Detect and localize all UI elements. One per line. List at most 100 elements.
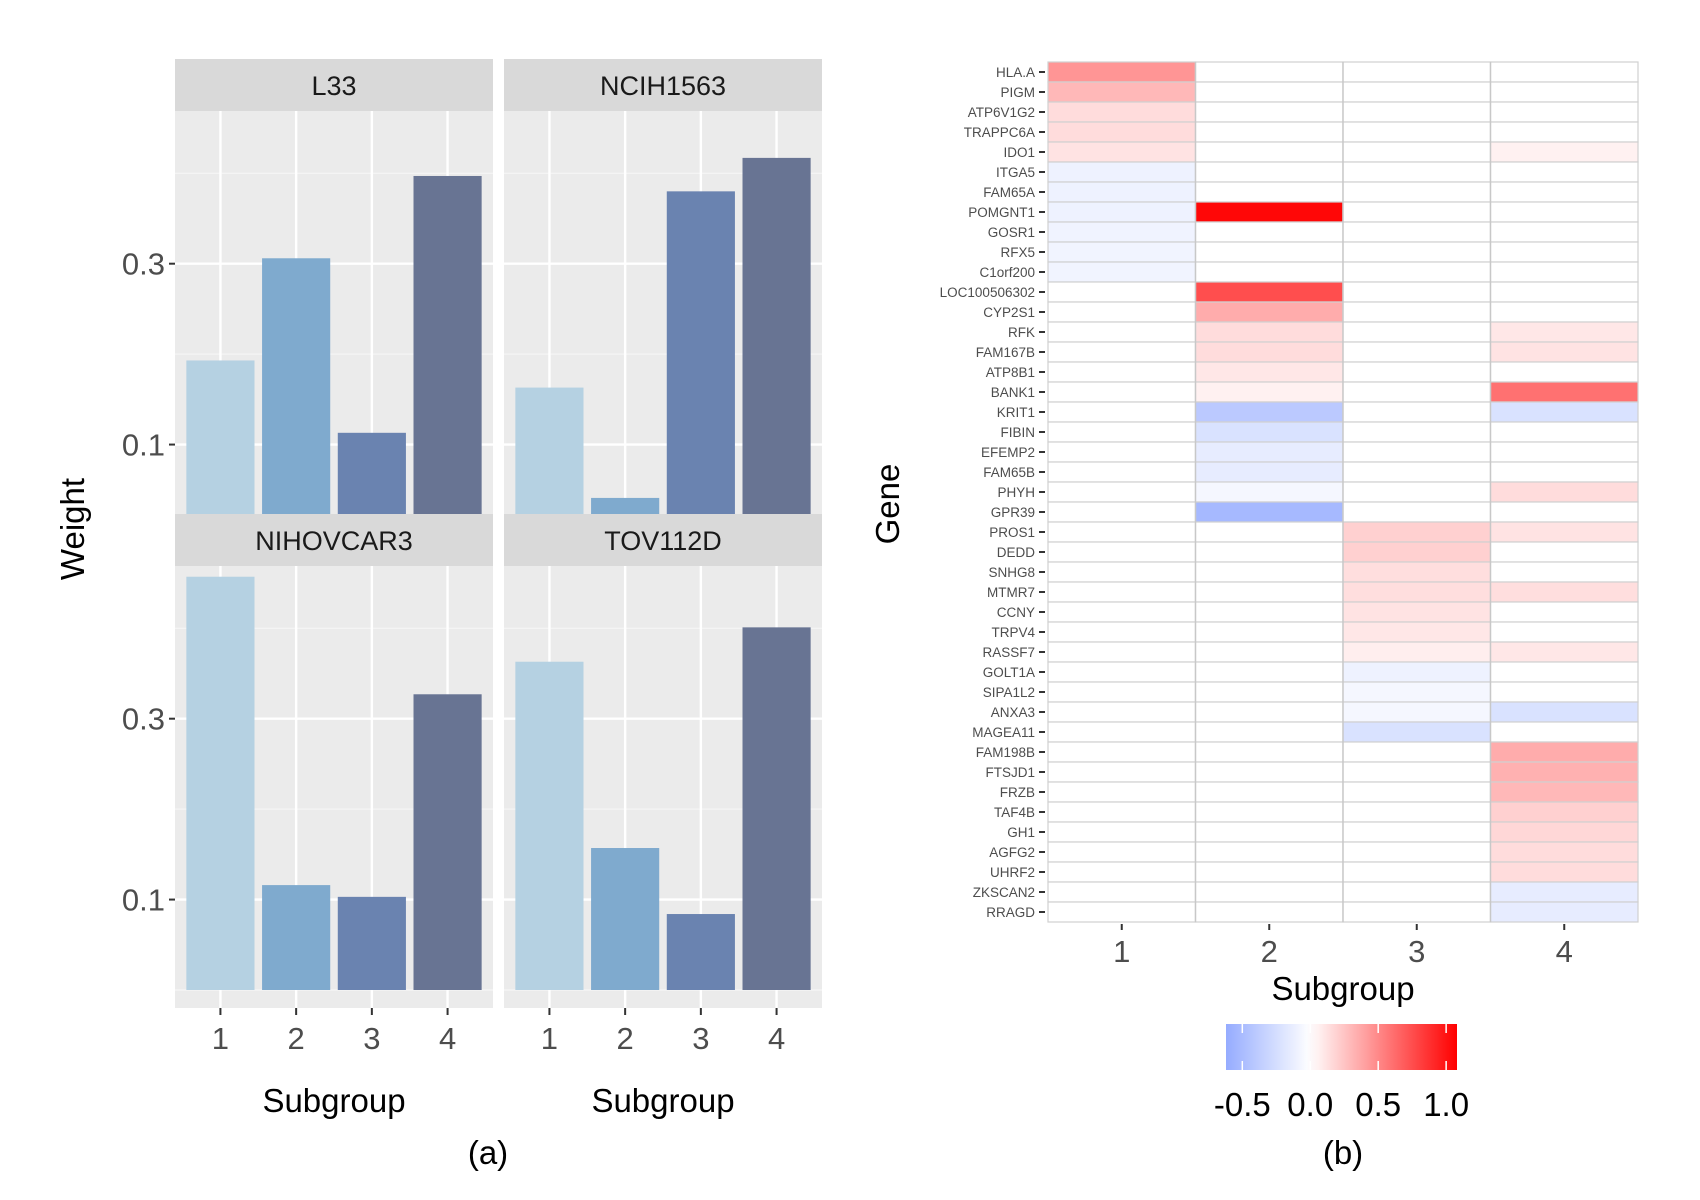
heatmap-cell (1194, 181, 1344, 203)
heatmap-row: TRPV4 (991, 621, 1639, 643)
facet-strip-label: TOV112D (604, 526, 722, 556)
facet-tov112d: TOV112D 1 2 3 4 Subgroup (504, 514, 822, 1119)
heatmap-cell (1342, 61, 1492, 83)
gene-label: TAF4B (994, 805, 1035, 820)
gene-label: TRAPPC6A (964, 125, 1035, 140)
heatmap-cell (1047, 281, 1197, 303)
heatmap-cell (1194, 541, 1344, 563)
heatmap-cell (1194, 821, 1344, 843)
heatmap-cell (1489, 841, 1639, 863)
gene-label: HLA.A (996, 65, 1035, 80)
heatmap-x-axis-title: Subgroup (1271, 970, 1414, 1007)
x-tick-label: 1 (212, 1021, 229, 1056)
heatmap-cell (1342, 521, 1492, 543)
heatmap-cell (1489, 321, 1639, 343)
panel-label-b: (b) (1323, 1134, 1363, 1171)
gene-label: MAGEA11 (972, 725, 1035, 740)
gene-label: ATP6V1G2 (968, 105, 1035, 120)
heatmap-row: EFEMP2 (981, 441, 1639, 463)
gene-label: DEDD (997, 545, 1036, 560)
heatmap-cell (1194, 461, 1344, 483)
heatmap-cell (1047, 661, 1197, 683)
gene-label: LOC100506302 (940, 285, 1035, 300)
heatmap-cell (1194, 781, 1344, 803)
heatmap-cell (1489, 901, 1639, 923)
colorbar-tick-label: 0.0 (1287, 1086, 1333, 1123)
heatmap-y-axis-title: Gene (869, 464, 906, 545)
heatmap-cell (1342, 81, 1492, 103)
x-tick-label: 3 (1408, 934, 1425, 969)
heatmap-cell (1194, 241, 1344, 263)
bar-subgroup-4 (413, 694, 482, 990)
heatmap-cell (1489, 761, 1639, 783)
bar-subgroup-1 (186, 360, 255, 535)
heatmap-cell (1342, 721, 1492, 743)
heatmap-cell (1047, 241, 1197, 263)
heatmap-row: FIBIN (1000, 421, 1639, 443)
heatmap-row: POMGNT1 (968, 201, 1639, 223)
heatmap-row: RRAGD (986, 901, 1639, 923)
gene-label: EFEMP2 (981, 445, 1035, 460)
heatmap-cell (1194, 841, 1344, 863)
heatmap-cell (1342, 501, 1492, 523)
heatmap-cell (1194, 661, 1344, 683)
heatmap-cell (1194, 81, 1344, 103)
heatmap-cell (1047, 201, 1197, 223)
facet-strip-label: L33 (311, 71, 356, 101)
heatmap-cell (1047, 561, 1197, 583)
gene-label: MTMR7 (987, 585, 1035, 600)
heatmap-cell (1047, 181, 1197, 203)
heatmap-cell (1342, 101, 1492, 123)
heatmap-cell (1489, 81, 1639, 103)
heatmap-row: AGFG2 (989, 841, 1639, 863)
heatmap-cell (1047, 861, 1197, 883)
heatmap-cell (1194, 361, 1344, 383)
heatmap-cell (1342, 601, 1492, 623)
heatmap-cell (1194, 701, 1344, 723)
heatmap-row: GOLT1A (983, 661, 1639, 683)
heatmap-cell (1194, 281, 1344, 303)
x-tick-label: 3 (692, 1021, 709, 1056)
heatmap-cell (1047, 161, 1197, 183)
heatmap-row: LOC100506302 (940, 281, 1639, 303)
heatmap-cell (1047, 761, 1197, 783)
heatmap-cell (1047, 61, 1197, 83)
bar-subgroup-4 (742, 157, 811, 535)
y-tick-label: 0.3 (122, 702, 165, 737)
heatmap-row: GPR39 (991, 501, 1639, 523)
x-axis-title: Subgroup (591, 1082, 734, 1119)
gene-label: GOSR1 (988, 225, 1035, 240)
heatmap-cell (1342, 321, 1492, 343)
gene-label: C1orf200 (979, 265, 1035, 280)
gene-label: GH1 (1007, 825, 1035, 840)
gene-label: PIGM (1000, 85, 1035, 100)
heatmap-row: PHYH (997, 481, 1639, 503)
heatmap-cell (1342, 401, 1492, 423)
heatmap-cell (1489, 681, 1639, 703)
facet-strip-label: NCIH1563 (600, 71, 726, 101)
heatmap-row: GH1 (1007, 821, 1639, 843)
heatmap-cell (1194, 681, 1344, 703)
heatmap-cell (1194, 501, 1344, 523)
heatmap-cell (1047, 801, 1197, 823)
heatmap-cell (1489, 701, 1639, 723)
heatmap-cell (1047, 721, 1197, 743)
heatmap-cell (1489, 561, 1639, 583)
heatmap-cell (1194, 561, 1344, 583)
heatmap-cell (1489, 481, 1639, 503)
gene-label: ITGA5 (996, 165, 1035, 180)
heatmap-cell (1194, 301, 1344, 323)
heatmap-row: FRZB (1000, 781, 1639, 803)
heatmap-cell (1489, 241, 1639, 263)
heatmap-cell (1047, 341, 1197, 363)
heatmap-cell (1047, 841, 1197, 863)
heatmap-cell (1489, 801, 1639, 823)
heatmap-cell (1342, 801, 1492, 823)
heatmap-cell (1194, 721, 1344, 743)
heatmap-row: IDO1 (1003, 141, 1639, 163)
heatmap-cell (1194, 261, 1344, 283)
heatmap-cell (1489, 541, 1639, 563)
colorbar-tick-label: -0.5 (1214, 1086, 1271, 1123)
gene-label: POMGNT1 (968, 205, 1035, 220)
heatmap-cell (1047, 881, 1197, 903)
